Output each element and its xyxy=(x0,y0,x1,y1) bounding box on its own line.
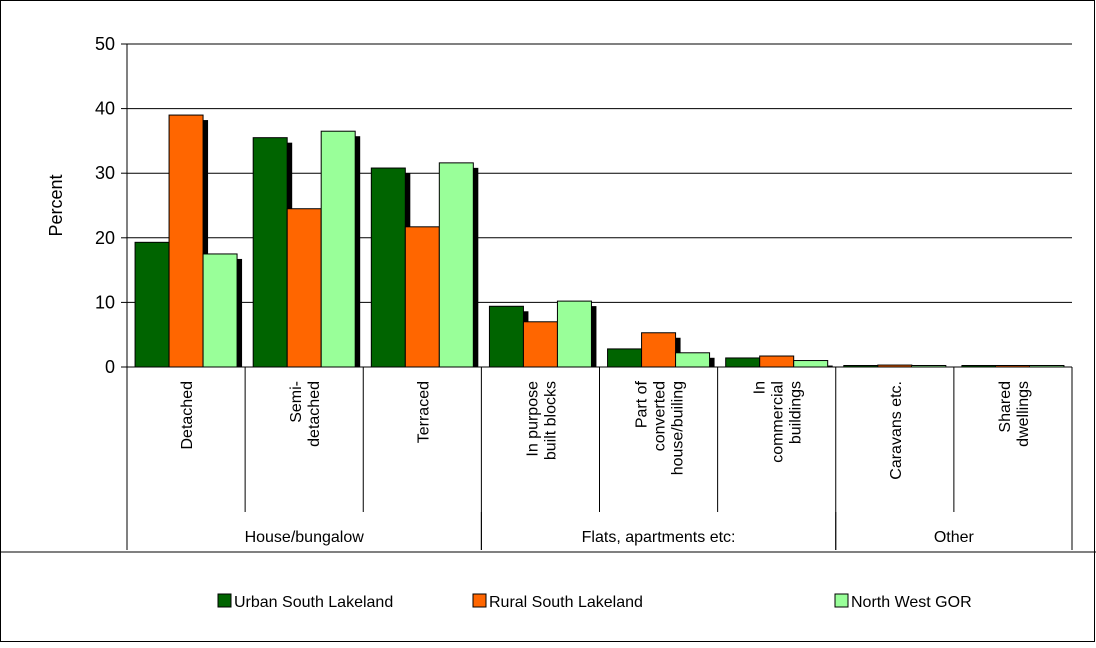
bar-urban-south-lakeland-2 xyxy=(370,167,406,368)
bar-urban-south-lakeland-5 xyxy=(725,357,761,368)
bar-north-west-gor-5 xyxy=(793,360,829,368)
y-tick-label-10: 10 xyxy=(95,292,115,312)
bar-urban-south-lakeland-3 xyxy=(488,305,524,368)
bar-urban-south-lakeland-0 xyxy=(134,241,170,368)
bar-urban-south-lakeland-1 xyxy=(252,137,288,368)
category-label-3-line-0: In purpose xyxy=(524,381,541,457)
bars xyxy=(134,114,1065,368)
category-labels: Detached Semi-detached Terraced In purpose b… xyxy=(126,367,1073,550)
category-label-4-line-1: converted xyxy=(652,381,669,451)
group-label-house-bungalow: House/bungalow xyxy=(245,529,365,546)
bar-north-west-gor-4 xyxy=(675,352,711,368)
legend-label-north-west-gor: North West GOR xyxy=(851,594,972,611)
legend-label-urban-south-lakeland: Urban South Lakeland xyxy=(234,594,393,611)
bar-rural-south-lakeland-3 xyxy=(522,321,558,368)
bar-north-west-gor-3 xyxy=(556,300,592,368)
category-label-7-line-0: Shared xyxy=(997,381,1014,433)
legend: Urban South Lakeland Rural South Lakeland… xyxy=(217,593,972,611)
category-label-0-line-0: Detached xyxy=(179,381,196,450)
bar-rural-south-lakeland-5 xyxy=(759,355,795,368)
category-label-1-line-0: Semi- xyxy=(288,381,305,423)
y-axis-label: Percent xyxy=(46,174,66,236)
category-label-6-line-0: Caravans etc. xyxy=(888,381,905,480)
category-label-7-line-1: dwellings xyxy=(1015,381,1032,447)
group-label-flats-apartments-etc: Flats, apartments etc: xyxy=(582,529,736,546)
y-tick-label-50: 50 xyxy=(95,34,115,54)
legend-swatch-urban-south-lakeland xyxy=(217,593,232,608)
legend-label-rural-south-lakeland: Rural South Lakeland xyxy=(489,594,643,611)
bar-north-west-gor-1 xyxy=(320,130,356,368)
bar-rural-south-lakeland-0 xyxy=(168,114,204,368)
group-label-other: Other xyxy=(934,529,975,546)
bar-urban-south-lakeland-4 xyxy=(607,348,643,368)
bar-north-west-gor-0 xyxy=(202,253,238,368)
y-tick-label-40: 40 xyxy=(95,99,115,119)
bar-rural-south-lakeland-4 xyxy=(641,332,677,368)
legend-swatch-rural-south-lakeland xyxy=(472,593,487,608)
bar-north-west-gor-2 xyxy=(438,162,474,368)
category-label-2-line-0: Terraced xyxy=(415,381,432,443)
y-tick-label-30: 30 xyxy=(95,163,115,183)
category-label-5-line-2: buildings xyxy=(788,381,805,444)
category-label-4-line-2: house/builing xyxy=(670,381,687,475)
category-label-5-line-0: In xyxy=(752,381,769,394)
legend-swatch-north-west-gor xyxy=(834,593,849,608)
category-label-4-line-0: Part of xyxy=(634,380,651,428)
y-tick-label-20: 20 xyxy=(95,228,115,248)
category-label-1-line-1: detached xyxy=(306,381,323,447)
bar-rural-south-lakeland-1 xyxy=(286,208,322,368)
category-label-3-line-1: built blocks xyxy=(542,381,559,460)
category-label-5-line-1: commercial xyxy=(770,381,787,463)
bar-rural-south-lakeland-2 xyxy=(404,226,440,368)
y-tick-label-0: 0 xyxy=(105,357,115,377)
